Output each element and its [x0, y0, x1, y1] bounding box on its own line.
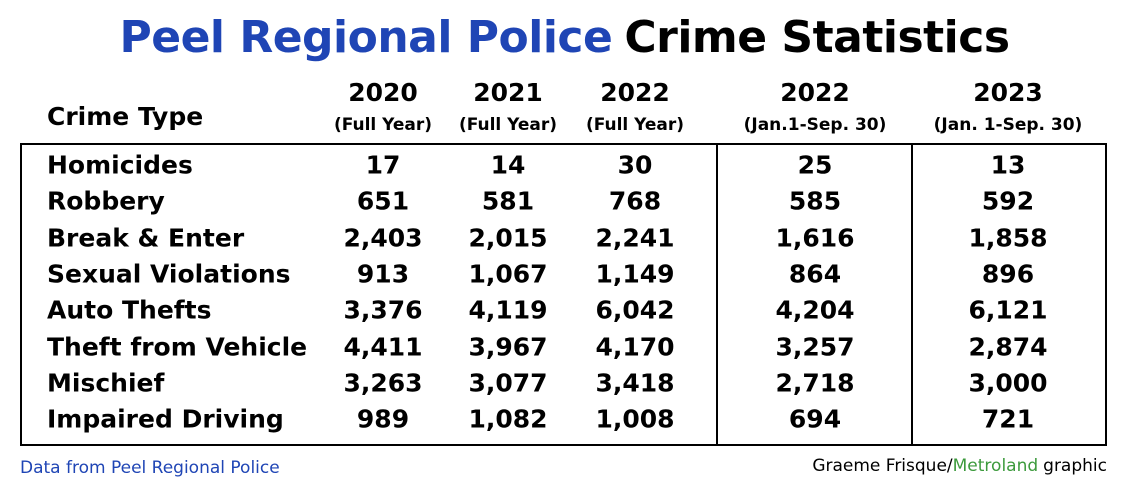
- title-rest: Crime Statistics: [624, 12, 1010, 63]
- cell-value: 17: [365, 150, 401, 180]
- cell-value: 581: [481, 186, 535, 216]
- table-box: [20, 143, 1107, 446]
- cell-value: 694: [788, 404, 842, 434]
- cell-value: 1,067: [468, 259, 548, 289]
- row-label: Auto Thefts: [47, 295, 212, 325]
- column-year: 2022: [600, 78, 670, 107]
- cell-value: 989: [356, 404, 410, 434]
- cell-value: 1,082: [468, 404, 548, 434]
- column-year: 2023: [973, 78, 1043, 107]
- divider: [716, 143, 718, 444]
- cell-value: 651: [356, 186, 410, 216]
- cell-value: 2,718: [775, 368, 855, 398]
- cell-value: 592: [981, 186, 1035, 216]
- row-label: Break & Enter: [47, 223, 245, 253]
- column-note: (Full Year): [333, 115, 433, 135]
- label-header: Crime Type: [47, 102, 204, 131]
- title: Peel Regional Police Crime Statistics: [0, 12, 1129, 63]
- cell-value: 4,411: [343, 332, 423, 361]
- credit-author: Graeme Frisque/: [812, 456, 953, 476]
- column-year: 2022: [780, 78, 850, 107]
- cell-value: 25: [797, 150, 833, 180]
- row-label: Sexual Violations: [47, 259, 291, 289]
- credit-outlet: Metroland: [952, 456, 1039, 476]
- cell-value: 1,149: [595, 259, 675, 289]
- cell-value: 2,015: [468, 223, 548, 253]
- cell-value: 4,170: [595, 332, 675, 361]
- cell-value: 3,263: [343, 368, 423, 398]
- cell-value: 1,008: [595, 404, 675, 434]
- row-label: Homicides: [47, 150, 193, 180]
- column-note: (Full Year): [458, 115, 558, 135]
- cell-value: 4,119: [468, 295, 548, 325]
- divider: [911, 143, 913, 444]
- cell-value: 864: [788, 259, 842, 289]
- cell-value: 721: [981, 404, 1035, 434]
- cell-value: 2,403: [343, 223, 423, 253]
- cell-value: 2,874: [968, 332, 1048, 361]
- cell-value: 13: [990, 150, 1026, 180]
- column-note: (Jan.1-Sep. 30): [743, 115, 887, 135]
- cell-value: 14: [490, 150, 526, 180]
- cell-value: 1,616: [775, 223, 855, 253]
- cell-value: 4,204: [775, 295, 855, 325]
- row-label: Mischief: [47, 368, 165, 398]
- cell-value: 3,257: [775, 332, 855, 361]
- cell-value: 6,121: [968, 295, 1048, 325]
- cell-value: 3,418: [595, 368, 675, 398]
- credit: Graeme Frisque/Metroland graphic: [812, 456, 1107, 476]
- cell-value: 896: [981, 259, 1035, 289]
- cell-value: 3,376: [343, 295, 423, 325]
- credit-suffix: graphic: [1043, 456, 1107, 476]
- cell-value: 913: [356, 259, 410, 289]
- column-note: (Jan. 1-Sep. 30): [933, 115, 1083, 135]
- cell-value: 3,000: [968, 368, 1048, 398]
- cell-value: 3,967: [468, 332, 548, 361]
- row-label: Theft from Vehicle: [47, 332, 308, 361]
- cell-value: 585: [788, 186, 842, 216]
- cell-value: 2,241: [595, 223, 675, 253]
- cell-value: 1,858: [968, 223, 1048, 253]
- column-note: (Full Year): [585, 115, 685, 135]
- cell-value: 30: [617, 150, 653, 180]
- title-agency: Peel Regional Police: [119, 12, 613, 63]
- column-year: 2020: [348, 78, 418, 107]
- row-label: Robbery: [47, 186, 165, 216]
- cell-value: 768: [608, 186, 662, 216]
- cell-value: 6,042: [595, 295, 675, 325]
- column-year: 2021: [473, 78, 543, 107]
- source: Data from Peel Regional Police: [20, 458, 280, 478]
- row-label: Impaired Driving: [47, 404, 284, 434]
- cell-value: 3,077: [468, 368, 548, 398]
